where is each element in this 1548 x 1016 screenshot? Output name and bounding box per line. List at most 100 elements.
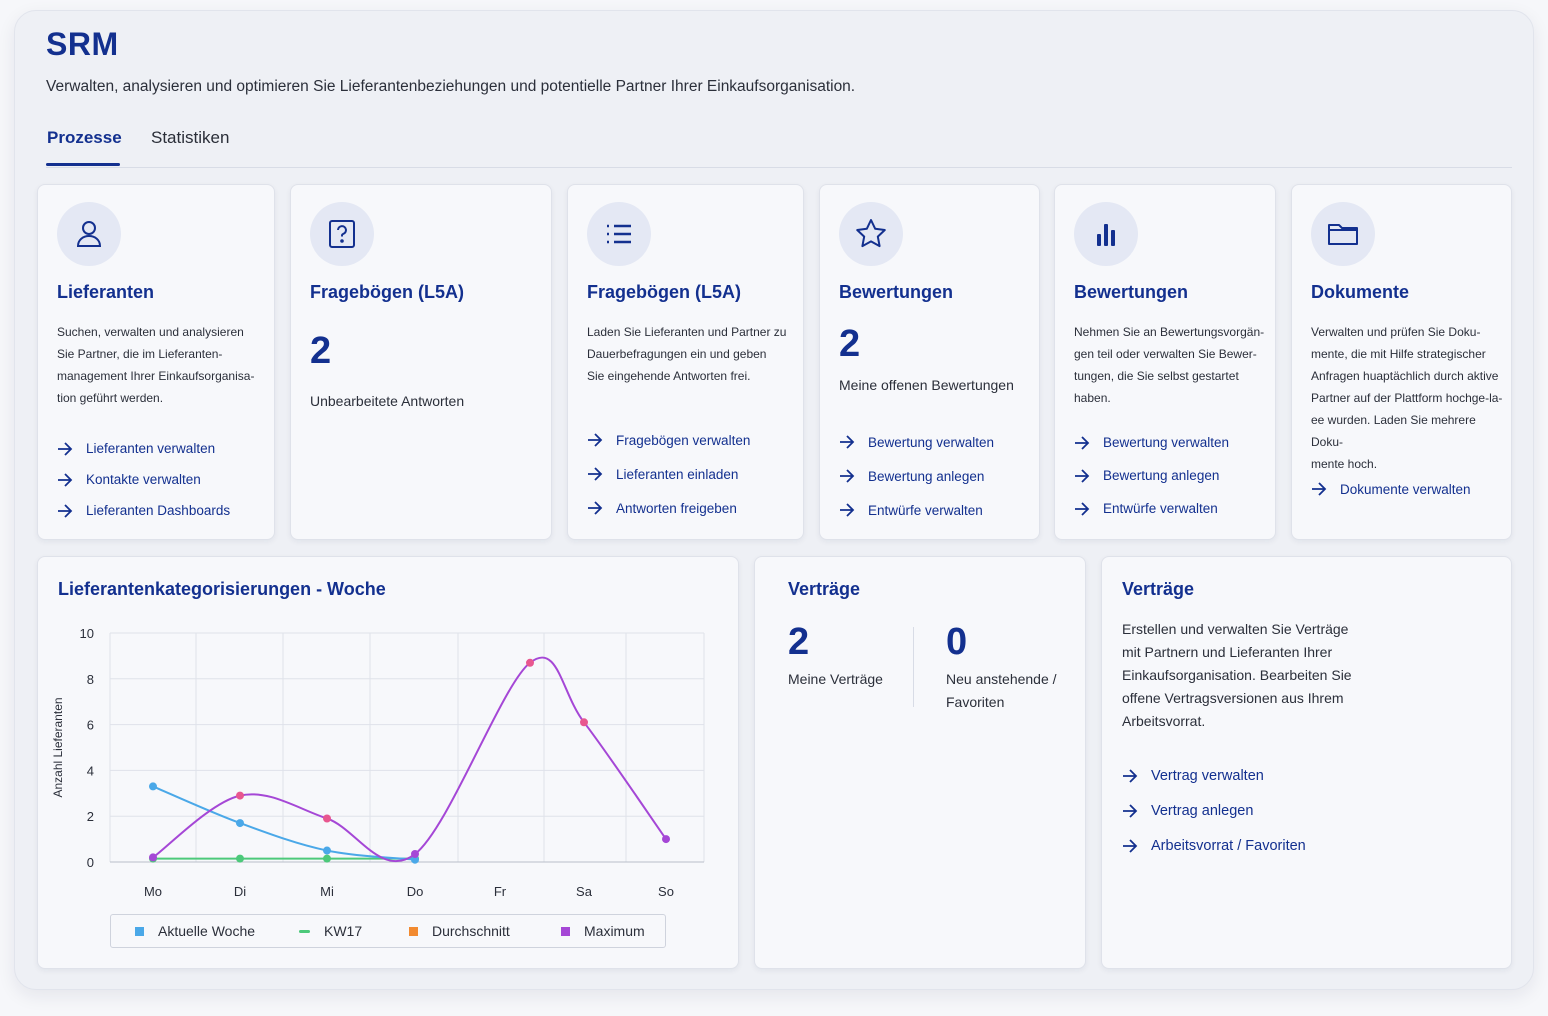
- y-tick-label: 2: [87, 809, 94, 824]
- series-line-aktuelle-woche: [152, 785, 416, 861]
- y-tick-label: 0: [87, 855, 94, 870]
- arrow-right-icon: [58, 503, 73, 518]
- tab-prozesse[interactable]: Prozesse: [47, 128, 122, 147]
- tab-statistiken[interactable]: Statistiken: [151, 128, 230, 147]
- x-tick-label: Fr: [494, 884, 507, 899]
- data-point-maximum: [662, 835, 670, 844]
- tab-bar: Prozesse Statistiken: [46, 126, 1512, 168]
- legend-item-maximum[interactable]: Maximum: [561, 923, 645, 939]
- arrow-right-icon: [1123, 803, 1138, 818]
- x-tick-label: Do: [407, 884, 424, 899]
- link-lieferanten-einladen[interactable]: Lieferanten einladen: [587, 457, 750, 491]
- data-point-aktuelle-woche: [236, 819, 244, 828]
- card-title: Verträge: [1122, 579, 1195, 599]
- chart-card: Lieferantenkategorisierungen - Woche 0 2 4…: [37, 556, 739, 969]
- data-point-aktuelle-woche: [323, 846, 331, 855]
- arrow-right-icon: [588, 501, 603, 515]
- open-ratings-count: 2: [839, 323, 861, 365]
- card-title: Fragebögen (L5A): [587, 282, 742, 302]
- arrow-right-icon: [840, 503, 855, 517]
- arrow-right-icon: [1312, 482, 1327, 496]
- y-tick-label: 10: [80, 626, 94, 641]
- card-links: Vertrag verwalten Vertrag anlegen Arbeit…: [1122, 758, 1306, 863]
- unprocessed-answers-count: 2: [310, 330, 332, 372]
- count-label: Unbearbeitete Antworten: [310, 393, 465, 409]
- series-line-maximum: [152, 656, 667, 863]
- arrow-right-icon: [1075, 468, 1090, 483]
- new-contracts-count: 0: [946, 621, 968, 663]
- data-point-aktuelle-woche: [411, 855, 419, 864]
- y-tick-label: 4: [87, 763, 94, 778]
- x-tick-label: So: [658, 884, 674, 899]
- line-chart: 0 2 4 6 8 10 Mo Di Mi Do Fr Sa So Anzahl Lieferanten: [51, 626, 705, 899]
- card-title: Dokumente: [1311, 282, 1410, 302]
- card-links: Lieferanten verwalten Kontakte verwalten…: [57, 433, 230, 526]
- link-frageboegen-verwalten[interactable]: Fragebögen verwalten: [587, 423, 750, 457]
- card-links: Dokumente verwalten: [1311, 478, 1471, 500]
- card-description: Nehmen Sie an Bewertungsvorgän-gen teil …: [1074, 325, 1265, 405]
- link-dokumente-verwalten[interactable]: Dokumente verwalten: [1311, 478, 1471, 500]
- star-icon: [839, 202, 903, 266]
- arrow-right-icon: [1075, 501, 1090, 516]
- legend-item-aktuelle-woche[interactable]: Aktuelle Woche: [135, 923, 255, 939]
- page-title: SRM: [46, 26, 119, 62]
- link-bewertung-anlegen[interactable]: Bewertung anlegen: [839, 459, 994, 493]
- data-point-maximum: [236, 791, 244, 800]
- data-point-maximum: [580, 718, 588, 727]
- legend-swatch: [135, 926, 144, 936]
- page-subtitle: Verwalten, analysieren und optimieren Si…: [46, 78, 856, 95]
- link-vertrag-anlegen[interactable]: Vertrag anlegen: [1122, 793, 1306, 828]
- card-dokumente: Dokumente Verwalten und prüfen Sie Doku-…: [1291, 184, 1512, 540]
- link-arbeitsvorrat-favoriten[interactable]: Arbeitsvorrat / Favoriten: [1122, 828, 1306, 863]
- link-entwuerfe-verwalten[interactable]: Entwürfe verwalten: [1074, 492, 1229, 525]
- arrow-right-icon: [840, 469, 855, 483]
- link-bewertung-verwalten[interactable]: Bewertung verwalten: [839, 425, 994, 459]
- data-point-kw17: [323, 854, 331, 863]
- arrow-right-icon: [58, 441, 73, 456]
- my-contracts-count: 2: [788, 621, 810, 663]
- arrow-right-icon: [588, 467, 603, 481]
- card-title: Fragebögen (L5A): [310, 282, 465, 302]
- data-point-maximum: [323, 814, 331, 823]
- y-tick-label: 6: [87, 718, 94, 733]
- list-icon: [587, 202, 651, 266]
- data-point-maximum: [411, 849, 419, 858]
- card-title: Lieferanten: [57, 282, 155, 302]
- card-frageboegen-count: Fragebögen (L5A) 2 Unbearbeitete Antwort…: [290, 184, 552, 540]
- link-vertrag-verwalten[interactable]: Vertrag verwalten: [1122, 758, 1306, 793]
- data-point-maximum: [149, 853, 157, 862]
- link-entwuerfe-verwalten[interactable]: Entwürfe verwalten: [839, 493, 994, 527]
- link-lieferanten-dashboards[interactable]: Lieferanten Dashboards: [57, 495, 230, 526]
- arrow-right-icon: [588, 433, 603, 447]
- card-description: Verwalten und prüfen Sie Doku-mente, die…: [1311, 325, 1503, 471]
- link-antworten-freigeben[interactable]: Antworten freigeben: [587, 491, 750, 525]
- arrow-right-icon: [1123, 768, 1138, 783]
- legend-swatch: [409, 926, 418, 936]
- legend-swatch: [561, 926, 570, 936]
- y-axis-label: Anzahl Lieferanten: [51, 697, 65, 797]
- card-title: Bewertungen: [1074, 282, 1189, 302]
- legend-item-durchschnitt[interactable]: Durchschnitt: [409, 923, 510, 939]
- link-bewertung-verwalten[interactable]: Bewertung verwalten: [1074, 426, 1229, 459]
- count-label: Meine offenen Bewertungen: [839, 377, 1014, 393]
- x-tick-label: Di: [234, 884, 246, 899]
- y-tick-label: 8: [87, 672, 94, 687]
- card-frageboegen: Fragebögen (L5A) Laden Sie Lieferanten u…: [567, 184, 804, 540]
- link-lieferanten-verwalten[interactable]: Lieferanten verwalten: [57, 433, 230, 464]
- card-links: Fragebögen verwalten Lieferanten einlade…: [587, 423, 750, 525]
- data-point-aktuelle-woche: [149, 782, 157, 791]
- x-tick-label: Mo: [144, 884, 162, 899]
- stats-divider: [913, 627, 914, 707]
- x-tick-label: Sa: [576, 884, 593, 899]
- bar-chart-icon: [1074, 202, 1138, 266]
- arrow-right-icon: [1075, 435, 1090, 450]
- arrow-right-icon: [1123, 838, 1138, 853]
- question-icon: [310, 202, 374, 266]
- arrow-right-icon: [58, 472, 73, 487]
- link-bewertung-anlegen[interactable]: Bewertung anlegen: [1074, 459, 1229, 492]
- card-title: Verträge: [788, 579, 861, 599]
- card-description: Suchen, verwalten und analysieren Sie Par…: [57, 325, 255, 405]
- legend-swatch: [299, 929, 310, 933]
- legend-item-kw17[interactable]: KW17: [299, 923, 362, 939]
- link-kontakte-verwalten[interactable]: Kontakte verwalten: [57, 464, 230, 495]
